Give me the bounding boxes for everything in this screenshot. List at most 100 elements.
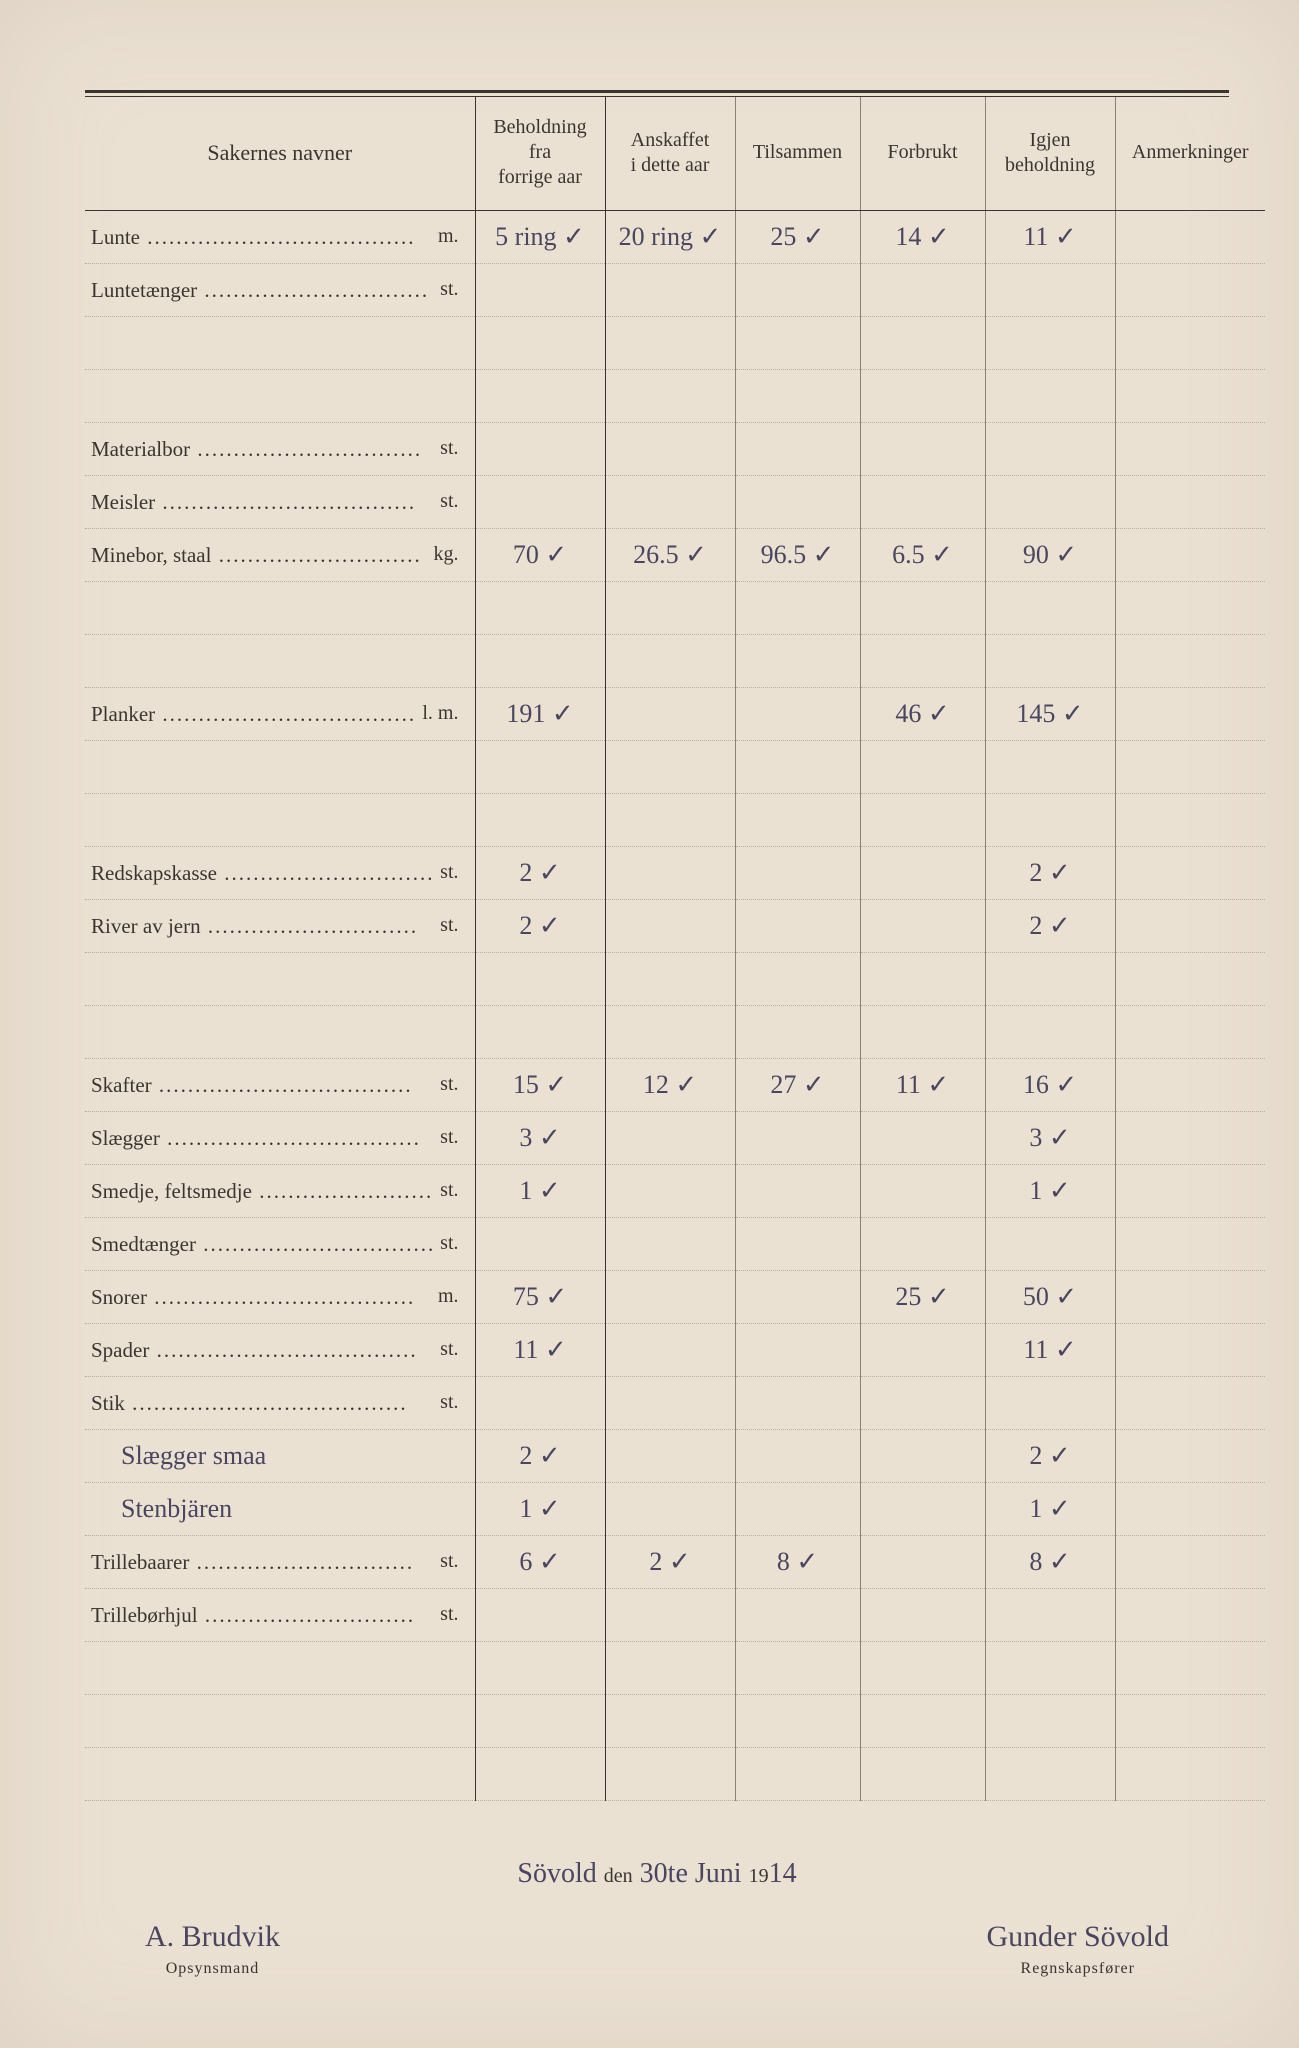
table-row: [85, 794, 1265, 847]
row-label: [85, 370, 475, 423]
cell: [605, 1589, 735, 1642]
cell: 26.5 ✓: [605, 529, 735, 582]
cell: [605, 635, 735, 688]
cell: [985, 264, 1115, 317]
cell: [860, 847, 985, 900]
cell: [985, 1642, 1115, 1695]
ledger-page: Sakernes navner Beholdning fra forrige a…: [0, 0, 1299, 2048]
table-row: Smedtænger .............................…: [85, 1218, 1265, 1271]
cell: [475, 1006, 605, 1059]
cell: [735, 1642, 860, 1695]
cell: [605, 370, 735, 423]
cell: [605, 1430, 735, 1483]
cell: [985, 1218, 1115, 1271]
table-head: Sakernes navner Beholdning fra forrige a…: [85, 97, 1265, 211]
cell: [475, 1218, 605, 1271]
table-row: Planker ................................…: [85, 688, 1265, 741]
sig-left-name: A. Brudvik: [145, 1920, 280, 1955]
cell: [475, 582, 605, 635]
cell: [985, 1006, 1115, 1059]
cell: 2 ✓: [475, 900, 605, 953]
cell: [1115, 1112, 1265, 1165]
row-label: Minebor, staal .........................…: [85, 529, 475, 582]
cell: 2 ✓: [475, 1430, 605, 1483]
cell: [860, 1695, 985, 1748]
row-label: Stik ...................................…: [85, 1377, 475, 1430]
table-row: [85, 741, 1265, 794]
cell: [1115, 1059, 1265, 1112]
cell: [860, 370, 985, 423]
cell: 16 ✓: [985, 1059, 1115, 1112]
cell: 3 ✓: [475, 1112, 605, 1165]
header-col1: Beholdning fra forrige aar: [475, 97, 605, 211]
table-row: [85, 635, 1265, 688]
cell: [475, 370, 605, 423]
table-row: [85, 582, 1265, 635]
header-col6: Anmerkninger: [1115, 97, 1265, 211]
cell: 27 ✓: [735, 1059, 860, 1112]
cell: 90 ✓: [985, 529, 1115, 582]
cell: 6.5 ✓: [860, 529, 985, 582]
cell: [860, 317, 985, 370]
cell: [1115, 476, 1265, 529]
dot-leader: ...................................: [155, 702, 416, 726]
cell: [1115, 1483, 1265, 1536]
cell: [1115, 1165, 1265, 1218]
cell: 191 ✓: [475, 688, 605, 741]
row-label: Skafter ................................…: [85, 1059, 475, 1112]
cell: [985, 423, 1115, 476]
header-col5: Igjen beholdning: [985, 97, 1115, 211]
cell: 46 ✓: [860, 688, 985, 741]
cell: 8 ✓: [985, 1536, 1115, 1589]
unit: st.: [440, 1126, 468, 1149]
row-label: [85, 953, 475, 1006]
cell: [475, 1695, 605, 1748]
cell: [860, 794, 985, 847]
cell: [735, 1483, 860, 1536]
date-line: Sövold den 30te Juni 1914: [85, 1858, 1229, 1890]
cell: [735, 264, 860, 317]
table-row: Smedje, feltsmedje .....................…: [85, 1165, 1265, 1218]
unit: st.: [440, 437, 468, 460]
dot-leader: ....................................: [149, 1338, 417, 1362]
cell: [475, 741, 605, 794]
unit: st.: [440, 490, 468, 513]
table-row: [85, 1006, 1265, 1059]
cell: [1115, 635, 1265, 688]
cell: [475, 423, 605, 476]
cell: 2 ✓: [475, 847, 605, 900]
cell: [860, 1642, 985, 1695]
row-label: Slægger smaa: [85, 1430, 475, 1483]
unit: m.: [438, 225, 469, 248]
cell: [985, 582, 1115, 635]
cell: [1115, 847, 1265, 900]
cell: 75 ✓: [475, 1271, 605, 1324]
cell: [860, 1112, 985, 1165]
row-label: Smedje, feltsmedje .....................…: [85, 1165, 475, 1218]
cell: [1115, 1748, 1265, 1801]
table-row: Slægger ................................…: [85, 1112, 1265, 1165]
cell: [475, 953, 605, 1006]
cell: [605, 688, 735, 741]
cell: [860, 264, 985, 317]
label-text: Trillebørhjul: [91, 1603, 198, 1627]
row-label: [85, 317, 475, 370]
cell: 50 ✓: [985, 1271, 1115, 1324]
cell: [1115, 211, 1265, 264]
row-label: Meisler ................................…: [85, 476, 475, 529]
cell: 2 ✓: [985, 847, 1115, 900]
cell: [735, 1748, 860, 1801]
cell: [735, 847, 860, 900]
cell: [605, 317, 735, 370]
header-row: Sakernes navner Beholdning fra forrige a…: [85, 97, 1265, 211]
cell: [1115, 953, 1265, 1006]
cell: [735, 953, 860, 1006]
cell: [735, 1112, 860, 1165]
cell: [860, 1218, 985, 1271]
unit: st.: [440, 1338, 468, 1361]
cell: [1115, 688, 1265, 741]
cell: [860, 635, 985, 688]
cell: [475, 1748, 605, 1801]
sig-right-name: Gunder Sövold: [987, 1920, 1170, 1955]
place: Sövold: [517, 1858, 596, 1889]
